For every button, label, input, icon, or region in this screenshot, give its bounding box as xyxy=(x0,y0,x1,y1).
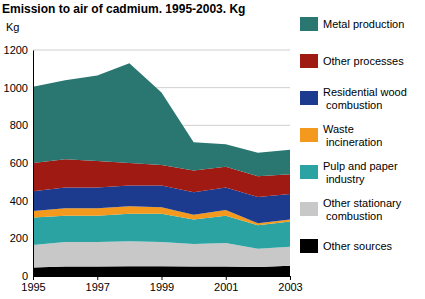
tick: 200 xyxy=(10,232,33,244)
areas xyxy=(33,63,290,276)
tick: 600 xyxy=(10,157,33,169)
tick-label: 1000 xyxy=(4,82,28,94)
tick: 400 xyxy=(10,195,33,207)
legend-swatch xyxy=(300,91,318,105)
grid-line xyxy=(33,50,290,51)
axis-line xyxy=(33,51,34,277)
chart: Emission to air of cadmium. 1995-2003. K… xyxy=(0,0,425,299)
legend-swatch xyxy=(300,165,318,179)
tick-label: 1999 xyxy=(150,281,174,293)
tick-label: 1995 xyxy=(21,281,45,293)
legend-swatch xyxy=(300,17,318,31)
tick-label: 800 xyxy=(10,119,28,131)
tick-label: 2001 xyxy=(214,281,238,293)
tick: 2003 xyxy=(278,276,302,293)
tick: 800 xyxy=(10,119,33,131)
axis-line xyxy=(34,277,291,281)
tick: 1997 xyxy=(86,276,110,293)
tick-label: 1997 xyxy=(86,281,110,293)
legend-swatch xyxy=(300,128,318,142)
legend-label: Pulp and paper industry xyxy=(323,160,398,185)
tick: 2001 xyxy=(214,276,238,293)
legend-label: Residential wood combustion xyxy=(323,86,407,111)
legend-label: Waste incineration xyxy=(323,123,382,148)
tick-mark xyxy=(226,276,227,280)
area xyxy=(33,63,290,176)
legend: Metal production Other processes Residenti… xyxy=(300,17,407,253)
tick-mark xyxy=(97,276,98,280)
legend-label: Other sources xyxy=(323,240,393,252)
legend-label: Other stationary combustion xyxy=(323,197,402,222)
tick-label: 2003 xyxy=(278,281,302,293)
tick: 1995 xyxy=(21,276,45,293)
legend-swatch xyxy=(300,202,318,216)
title: Emission to air of cadmium. 1995-2003. K… xyxy=(2,2,245,16)
legend-label: Other processes xyxy=(323,55,404,67)
tick-mark xyxy=(290,276,291,280)
tick-label: 400 xyxy=(10,195,28,207)
tick: 1999 xyxy=(150,276,174,293)
tick-label: 600 xyxy=(10,157,28,169)
tick: 1200 xyxy=(4,44,33,56)
grid xyxy=(33,50,290,276)
tick: 1000 xyxy=(4,82,33,94)
tick-mark xyxy=(33,276,34,280)
legend-swatch xyxy=(300,239,318,253)
tick-label: 200 xyxy=(10,232,28,244)
y-axis-title: Kg xyxy=(6,21,19,33)
y-axis: 020040060080010001200 xyxy=(4,44,34,282)
tick-mark xyxy=(162,276,163,280)
tick-label: 1200 xyxy=(4,44,28,56)
legend-label: Metal production xyxy=(323,18,404,30)
x-axis: 1995 1997 1999 2001 2003 xyxy=(21,276,302,293)
area xyxy=(33,266,290,276)
legend-swatch xyxy=(300,54,318,68)
